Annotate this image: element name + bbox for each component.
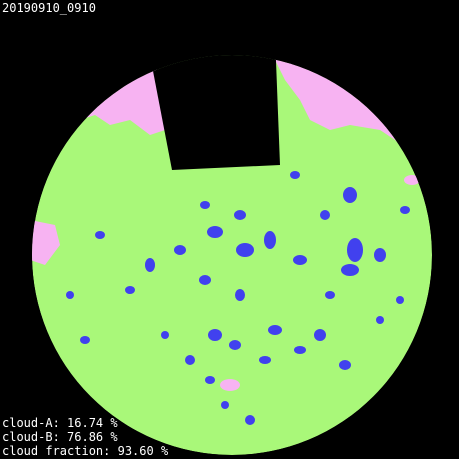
mask <box>148 55 280 170</box>
stat-line: cloud-A: 16.74 % <box>2 416 118 430</box>
image-title: 20190910_0910 <box>2 1 96 15</box>
stat-line: cloud fraction: 93.60 % <box>2 444 169 458</box>
sky-gaps <box>66 171 410 425</box>
stat-line: cloud-B: 76.86 % <box>2 430 118 444</box>
cloud-b-area <box>32 55 432 455</box>
